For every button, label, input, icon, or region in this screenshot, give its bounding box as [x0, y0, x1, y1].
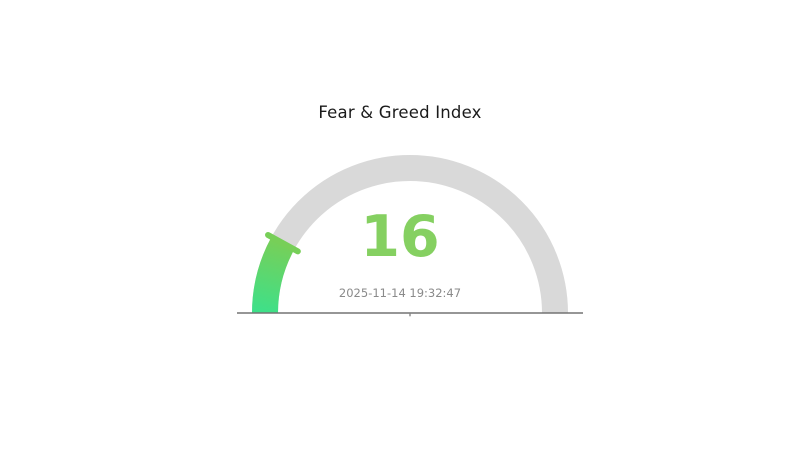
chart-title: Fear & Greed Index: [318, 103, 482, 122]
gauge-timestamp: 2025-11-14 19:32:47: [338, 286, 462, 300]
gauge-value-arc: [252, 236, 295, 314]
gauge-value: 16: [360, 204, 440, 270]
gauge-needle-tick: [265, 231, 301, 255]
